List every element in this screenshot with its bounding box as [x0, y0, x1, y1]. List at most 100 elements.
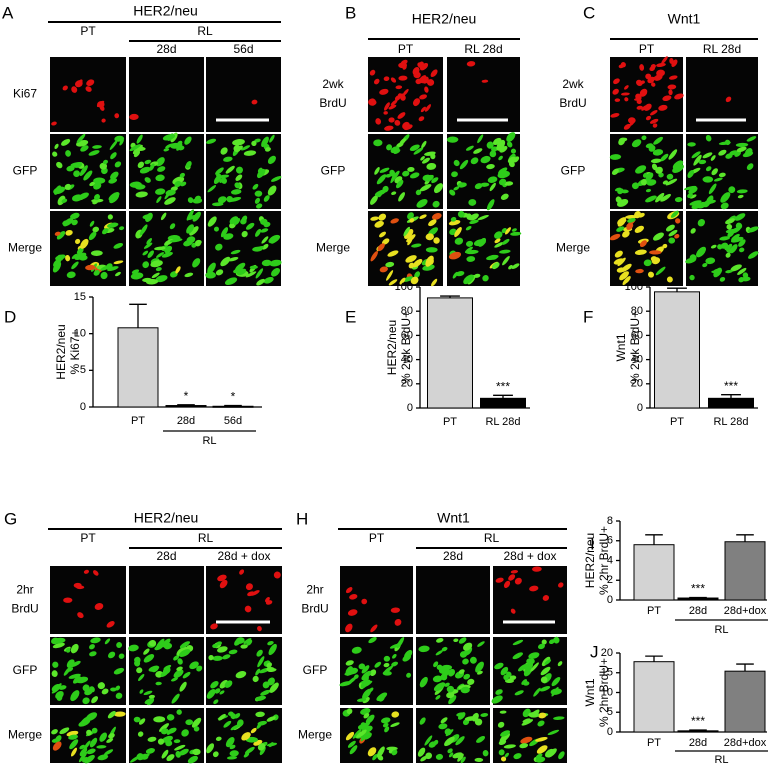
nucleus — [169, 223, 176, 230]
nucleus — [635, 268, 644, 274]
nucleus — [653, 232, 664, 241]
nucleus — [130, 272, 144, 280]
nucleus — [376, 174, 387, 185]
nucleus — [150, 260, 163, 268]
nucleus — [208, 654, 214, 661]
nucleus — [541, 639, 547, 645]
nucleus — [720, 192, 731, 203]
panel-letter: E — [345, 307, 356, 326]
nucleus — [70, 690, 80, 702]
nucleus — [225, 737, 235, 748]
nucleus — [356, 729, 367, 738]
nucleus — [455, 736, 465, 746]
row-label: 2hr — [16, 583, 33, 597]
nucleus — [391, 749, 398, 756]
nucleus — [494, 231, 503, 239]
nucleus — [217, 196, 227, 204]
nucleus — [737, 194, 744, 199]
nucleus — [369, 100, 377, 106]
nucleus — [65, 647, 71, 653]
nucleus — [620, 92, 630, 96]
nucleus — [69, 739, 79, 750]
row-label: Merge — [298, 728, 332, 742]
nucleus — [661, 56, 668, 65]
nucleus — [369, 669, 377, 676]
nucleus — [210, 680, 219, 689]
error-bar — [736, 663, 754, 672]
nucleus — [256, 722, 263, 729]
nucleus — [267, 668, 277, 673]
nucleus — [76, 133, 86, 144]
micrograph-bg — [493, 566, 567, 634]
nucleus — [639, 64, 645, 71]
nucleus — [212, 655, 223, 661]
nucleus — [728, 186, 736, 194]
nucleus — [174, 744, 186, 751]
nucleus — [255, 668, 261, 676]
nucleus — [457, 712, 466, 720]
y-tick-label: 60 — [631, 329, 643, 341]
nucleus — [489, 182, 496, 192]
bar — [724, 670, 766, 733]
nucleus — [551, 686, 559, 697]
micrograph — [205, 134, 282, 209]
nucleus — [624, 85, 629, 90]
nucleus — [726, 247, 732, 254]
nucleus — [249, 265, 258, 270]
nucleus — [173, 669, 184, 678]
nucleus — [241, 230, 248, 238]
nucleus — [244, 605, 252, 613]
nucleus — [376, 746, 385, 758]
x-tick-label: PT — [647, 737, 661, 749]
micrograph — [368, 134, 443, 209]
nucleus — [89, 651, 97, 657]
y-tick-label: 0 — [607, 726, 613, 738]
nucleus — [85, 712, 98, 721]
nucleus — [109, 140, 118, 150]
nucleus — [508, 574, 516, 581]
nucleus — [504, 227, 511, 235]
nucleus — [213, 699, 219, 705]
y-tick-label: 6 — [607, 535, 613, 547]
nucleus — [532, 566, 542, 572]
nucleus — [466, 256, 476, 262]
micrograph — [129, 708, 204, 764]
panel-letter: C — [583, 3, 595, 22]
nucleus — [267, 185, 277, 196]
nucleus — [614, 250, 623, 258]
nucleus — [134, 660, 141, 667]
micrograph — [610, 56, 684, 132]
nucleus — [419, 717, 426, 725]
nucleus — [489, 150, 497, 158]
micrograph-bg — [416, 566, 490, 634]
nucleus — [407, 167, 415, 172]
nucleus — [424, 86, 429, 93]
nucleus — [454, 227, 462, 238]
nucleus — [377, 191, 383, 198]
nucleus — [83, 740, 91, 750]
nucleus — [647, 76, 655, 84]
nucleus — [108, 651, 116, 659]
nucleus — [711, 168, 718, 176]
nucleus — [538, 712, 547, 719]
nucleus — [99, 162, 108, 170]
nucleus — [444, 682, 450, 687]
y-tick-label: 8 — [607, 515, 613, 527]
nucleus — [113, 711, 126, 717]
nucleus — [228, 649, 238, 655]
y-tick-label: 0 — [637, 402, 643, 414]
nucleus — [462, 642, 473, 651]
nucleus — [551, 676, 561, 687]
nucleus — [97, 682, 106, 690]
nucleus — [176, 646, 187, 657]
nucleus — [658, 104, 668, 111]
nucleus — [257, 656, 265, 668]
nucleus — [652, 149, 664, 156]
nucleus — [500, 756, 507, 762]
nucleus — [52, 661, 59, 668]
nucleus — [91, 727, 98, 734]
nucleus — [434, 183, 443, 194]
nucleus — [55, 690, 64, 700]
column-label: PT — [369, 531, 385, 545]
nucleus — [693, 154, 702, 166]
